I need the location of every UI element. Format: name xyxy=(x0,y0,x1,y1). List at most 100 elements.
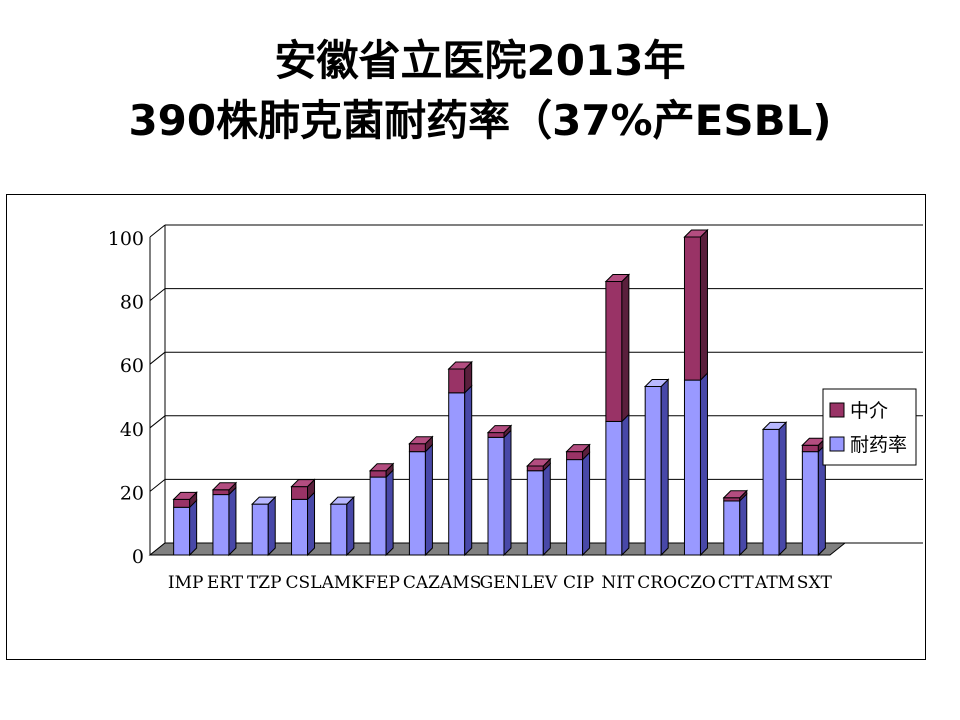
legend-box xyxy=(822,388,917,466)
legend-label: 耐药率 xyxy=(850,434,907,456)
bar-top xyxy=(604,274,631,283)
bar-resistance-side xyxy=(739,492,748,557)
legend-swatch xyxy=(829,402,845,418)
y-tick-label: 0 xyxy=(132,546,144,568)
gridline-side xyxy=(149,224,166,238)
x-tick-label: CTT xyxy=(718,573,755,593)
gridline-side xyxy=(149,479,166,492)
bar-resistance xyxy=(330,503,348,556)
bar-top xyxy=(683,229,709,238)
bar-intermediate-side xyxy=(621,273,630,423)
y-tick-label: 20 xyxy=(120,482,144,504)
x-tick-label: CRO xyxy=(637,573,677,593)
y-tick-label: 100 xyxy=(108,228,144,250)
bar-top xyxy=(290,479,316,488)
bar-intermediate xyxy=(291,486,309,500)
x-tick-label: CIP xyxy=(563,573,594,593)
bar-intermediate xyxy=(212,489,230,496)
bar-resistance-side xyxy=(621,413,630,557)
bar-top xyxy=(722,490,748,499)
bar-resistance-side xyxy=(503,429,512,557)
bar-top xyxy=(761,421,788,430)
bar-top xyxy=(643,378,670,387)
chart-frame: 0 20 40 60 80 100 IMP ERT TZP CSL AMK FEP CAZ AMS GEN L… xyxy=(6,194,926,660)
bar-intermediate-side xyxy=(699,228,708,382)
bar-resistance xyxy=(291,498,309,556)
bar-resistance-side xyxy=(346,495,355,557)
bar-resistance xyxy=(251,503,269,556)
bar-resistance xyxy=(762,428,780,556)
bar-intermediate xyxy=(526,465,544,472)
bar-top xyxy=(565,444,591,453)
bar-resistance xyxy=(801,451,819,556)
bar-resistance-side xyxy=(778,421,787,557)
bar-resistance-side xyxy=(189,499,198,557)
bar-intermediate xyxy=(683,236,701,381)
bar-resistance xyxy=(408,451,426,556)
x-tick-label: TZP xyxy=(247,573,282,593)
x-tick-label: GEN xyxy=(480,573,521,593)
bar-top xyxy=(251,496,277,505)
bar-intermediate xyxy=(173,498,191,508)
bar-resistance-side xyxy=(660,378,669,557)
x-tick-label: IMP xyxy=(168,573,204,593)
chart-title-line1: 安徽省立医院2013年 xyxy=(274,36,686,85)
bar-intermediate xyxy=(801,444,819,453)
x-tick-label: LEV xyxy=(521,573,558,593)
x-tick-label: NIT xyxy=(601,573,635,593)
bar-intermediate xyxy=(566,451,584,461)
bar-resistance xyxy=(566,459,584,556)
bar-resistance xyxy=(526,470,544,556)
bar-intermediate xyxy=(448,368,466,394)
bar-intermediate xyxy=(605,281,623,422)
bar-top xyxy=(526,458,552,467)
bar-intermediate xyxy=(369,470,387,478)
bar-resistance-side xyxy=(228,486,237,557)
bar-resistance xyxy=(212,494,230,556)
y-tick-label: 60 xyxy=(120,355,144,377)
bar-resistance xyxy=(605,420,623,556)
bar-top xyxy=(408,436,434,445)
bar-resistance-side xyxy=(267,495,276,557)
bar-intermediate xyxy=(487,432,505,438)
bar-top xyxy=(368,463,395,472)
gridline-side xyxy=(149,415,166,429)
bar-resistance xyxy=(369,476,387,556)
bar-resistance xyxy=(173,506,191,556)
bar-resistance xyxy=(487,436,505,556)
bar-resistance-side xyxy=(542,462,551,557)
x-tick-label: CSL xyxy=(286,573,322,593)
x-tick-label: ERT xyxy=(207,573,244,593)
x-tick-label: FEP xyxy=(364,573,400,593)
bar-resistance-side xyxy=(582,451,591,557)
bar-resistance xyxy=(448,392,466,556)
bar-resistance xyxy=(644,385,662,556)
x-tick-label: AMK xyxy=(321,573,365,593)
bar-intermediate xyxy=(408,443,426,453)
gridline-side xyxy=(149,288,166,301)
bar-resistance xyxy=(723,500,741,556)
bar-resistance-side xyxy=(385,468,394,557)
legend-swatch xyxy=(829,436,845,452)
bar-resistance-side xyxy=(699,371,708,557)
x-tick-label: CZO xyxy=(677,573,716,593)
bar-resistance-side xyxy=(424,443,433,557)
y-tick-label: 80 xyxy=(120,292,144,314)
bar-top xyxy=(329,496,356,505)
x-tick-label: ATM xyxy=(754,573,795,593)
x-tick-label: SXT xyxy=(797,573,833,593)
x-tick-label: CAZ xyxy=(403,573,440,593)
bar-top xyxy=(172,491,198,500)
bar-resistance xyxy=(683,379,701,556)
gridline-side xyxy=(149,351,166,365)
bar-resistance-side xyxy=(307,491,316,557)
bar-resistance-side xyxy=(464,384,473,557)
legend-label: 中介 xyxy=(850,400,888,422)
bar-top xyxy=(211,482,238,491)
y-tick-label: 40 xyxy=(120,419,144,441)
x-tick-label: AMS xyxy=(439,573,481,593)
bar-top xyxy=(447,361,473,370)
bar-top xyxy=(486,425,513,434)
chart-title-line2: 390株肺克菌耐药率（37%产ESBL) xyxy=(128,96,832,145)
